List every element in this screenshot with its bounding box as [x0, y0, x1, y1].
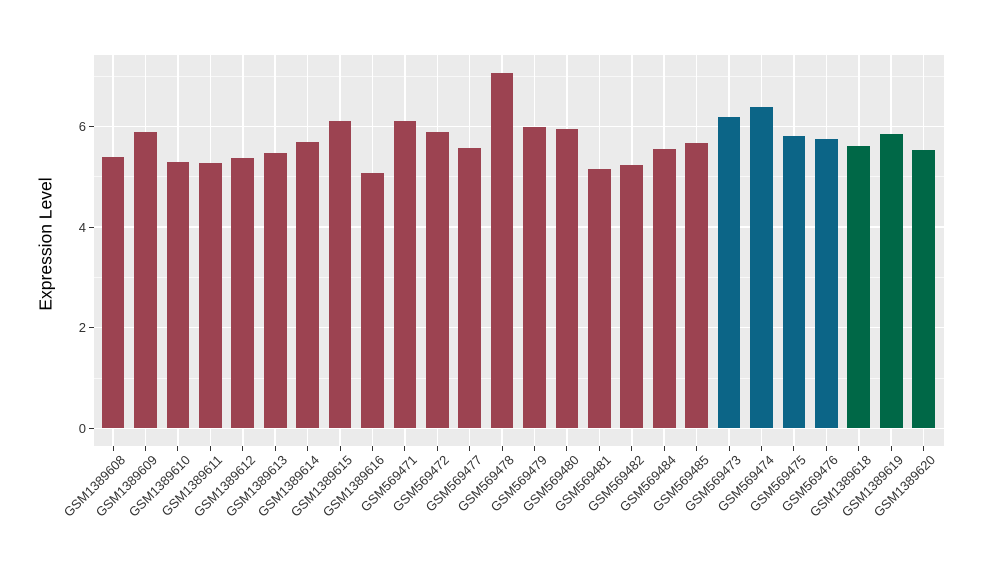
bar-GSM569482 [620, 165, 644, 429]
y-tick-label: 2 [78, 320, 86, 336]
bar-GSM569481 [588, 168, 611, 429]
y-tick-label: 0 [78, 420, 86, 436]
x-tick-mark [145, 446, 147, 451]
bar-GSM569479 [523, 126, 546, 429]
x-tick-mark [825, 446, 827, 451]
x-tick-mark [858, 446, 860, 451]
gridline-major-y6 [93, 125, 944, 128]
x-tick-mark [177, 446, 179, 451]
bar-GSM569480 [555, 129, 579, 429]
y-tick-mark [89, 427, 94, 429]
x-tick-mark [307, 446, 309, 451]
bar-GSM1389616 [361, 173, 384, 429]
y-tick-mark [89, 327, 94, 329]
bar-GSM569476 [814, 138, 838, 429]
bar-GSM569471 [393, 121, 417, 429]
bar-GSM569473 [717, 117, 741, 429]
x-tick-mark [501, 446, 503, 451]
x-tick-mark [112, 446, 114, 451]
bar-GSM1389608 [101, 156, 125, 429]
y-tick-mark [89, 226, 94, 228]
x-tick-mark [339, 446, 341, 451]
x-tick-mark [923, 446, 925, 451]
bar-GSM1389618 [847, 146, 871, 429]
x-tick-mark [890, 446, 892, 451]
x-tick-mark [696, 446, 698, 451]
gridline-minor-y7 [93, 75, 944, 77]
bar-GSM569475 [782, 136, 806, 429]
bar-GSM1389620 [912, 150, 935, 429]
bar-GSM1389614 [296, 142, 319, 429]
bar-GSM569478 [490, 73, 514, 429]
x-tick-mark [728, 446, 730, 451]
bar-GSM1389619 [879, 134, 903, 429]
y-tick-label: 4 [78, 219, 86, 235]
x-tick-mark [663, 446, 665, 451]
bar-GSM569485 [685, 142, 708, 429]
plot-panel [93, 55, 944, 446]
bar-GSM1389613 [263, 152, 287, 429]
y-tick-label: 6 [78, 119, 86, 134]
bar-GSM1389612 [231, 157, 255, 429]
bar-GSM569477 [458, 147, 482, 429]
bar-GSM569472 [425, 131, 449, 429]
x-tick-mark [566, 446, 568, 451]
x-tick-mark [761, 446, 762, 451]
x-tick-mark [274, 446, 276, 451]
bar-GSM1389611 [199, 163, 222, 429]
bar-GSM569484 [652, 148, 676, 429]
y-axis-title: Expression Level [35, 177, 56, 311]
y-tick-mark [89, 126, 94, 127]
x-tick-mark [436, 446, 438, 451]
x-tick-mark [404, 446, 406, 451]
x-tick-mark [631, 446, 633, 451]
bar-GSM1389609 [134, 131, 157, 429]
bar-GSM1389615 [328, 121, 352, 429]
x-tick-mark [793, 446, 795, 451]
bar-GSM1389610 [166, 162, 190, 429]
x-tick-mark [469, 446, 471, 451]
x-tick-mark [242, 446, 244, 451]
x-tick-mark [371, 446, 373, 451]
x-tick-mark [534, 446, 536, 451]
bar-GSM569474 [750, 107, 773, 429]
x-tick-mark [598, 446, 600, 451]
x-tick-mark [209, 446, 211, 451]
